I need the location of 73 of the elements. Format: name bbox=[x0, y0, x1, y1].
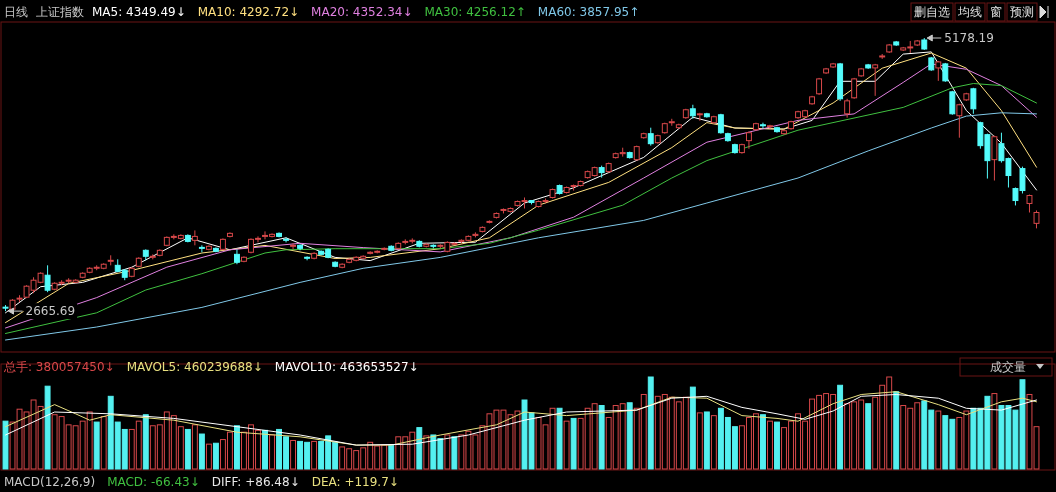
bar bbox=[142, 414, 149, 470]
candlestick bbox=[283, 236, 289, 243]
bar bbox=[893, 391, 900, 470]
annotation: 5178.19 bbox=[944, 30, 994, 45]
bar bbox=[451, 436, 458, 470]
bar bbox=[689, 386, 696, 470]
candlestick bbox=[191, 229, 198, 246]
text: DEA: +119.7↓ bbox=[311, 474, 399, 489]
text: MAVOL10: 463653527↓ bbox=[274, 359, 419, 374]
bar bbox=[767, 420, 773, 470]
text: DIFF: +86.48↓ bbox=[211, 474, 300, 489]
bar bbox=[570, 417, 577, 470]
bar bbox=[935, 410, 942, 470]
text: MA30: 4256.12↑ bbox=[424, 4, 526, 19]
bar bbox=[93, 421, 100, 470]
bar bbox=[212, 442, 219, 470]
bar bbox=[262, 429, 268, 470]
bar bbox=[556, 407, 563, 470]
bar bbox=[703, 411, 710, 470]
bar bbox=[423, 435, 430, 470]
bar bbox=[598, 405, 605, 470]
text: 预测 bbox=[1010, 4, 1034, 19]
bar bbox=[2, 420, 9, 470]
candlestick bbox=[872, 63, 879, 97]
bar bbox=[991, 393, 998, 470]
bar bbox=[774, 421, 780, 470]
text: MACD(12,26,9) bbox=[4, 474, 96, 489]
bar bbox=[44, 385, 51, 470]
candlestick bbox=[290, 242, 297, 250]
bar bbox=[710, 415, 717, 470]
bar bbox=[269, 434, 275, 470]
bar bbox=[865, 403, 872, 470]
text: 成交量 bbox=[990, 359, 1026, 374]
text: MA60: 3857.95↑ bbox=[537, 4, 640, 19]
candlestick bbox=[44, 264, 51, 293]
text: 日线 bbox=[4, 4, 28, 19]
annotation: 2665.69 bbox=[25, 303, 76, 318]
bar bbox=[696, 412, 703, 470]
candlestick bbox=[970, 87, 977, 115]
text: 删自选 bbox=[914, 4, 950, 19]
bar bbox=[184, 428, 191, 470]
candlestick bbox=[956, 103, 963, 139]
bar bbox=[760, 414, 766, 470]
text: MA10: 4292.72↓ bbox=[197, 4, 300, 19]
bar bbox=[416, 427, 423, 470]
bar bbox=[191, 424, 198, 470]
text: MA20: 4352.34↓ bbox=[311, 4, 413, 19]
bar bbox=[444, 434, 451, 470]
candlestick bbox=[767, 124, 773, 130]
candlestick bbox=[304, 255, 311, 261]
chart-title: 上证指数 bbox=[36, 4, 84, 19]
bar bbox=[290, 439, 297, 470]
bar bbox=[626, 402, 633, 470]
text: MA5: 4349.49↓ bbox=[92, 4, 186, 19]
text: 窗 bbox=[990, 4, 1002, 19]
candlestick bbox=[991, 135, 998, 182]
bar bbox=[647, 376, 654, 470]
candlestick bbox=[760, 122, 766, 130]
bar bbox=[234, 425, 240, 470]
text: MAVOL5: 460239688↓ bbox=[126, 359, 263, 374]
text: 均线 bbox=[957, 4, 982, 19]
candlestick bbox=[745, 131, 752, 150]
bar bbox=[311, 440, 318, 470]
bar bbox=[205, 443, 212, 470]
text: MACD: -66.43↓ bbox=[107, 474, 200, 489]
bar bbox=[837, 384, 844, 470]
bar bbox=[198, 433, 205, 470]
candlestick bbox=[844, 98, 851, 119]
candlestick bbox=[198, 244, 205, 253]
series-label: 总手: 380057450↓ bbox=[3, 359, 115, 374]
bar bbox=[100, 416, 107, 470]
bar bbox=[563, 420, 570, 470]
bar bbox=[388, 444, 395, 470]
